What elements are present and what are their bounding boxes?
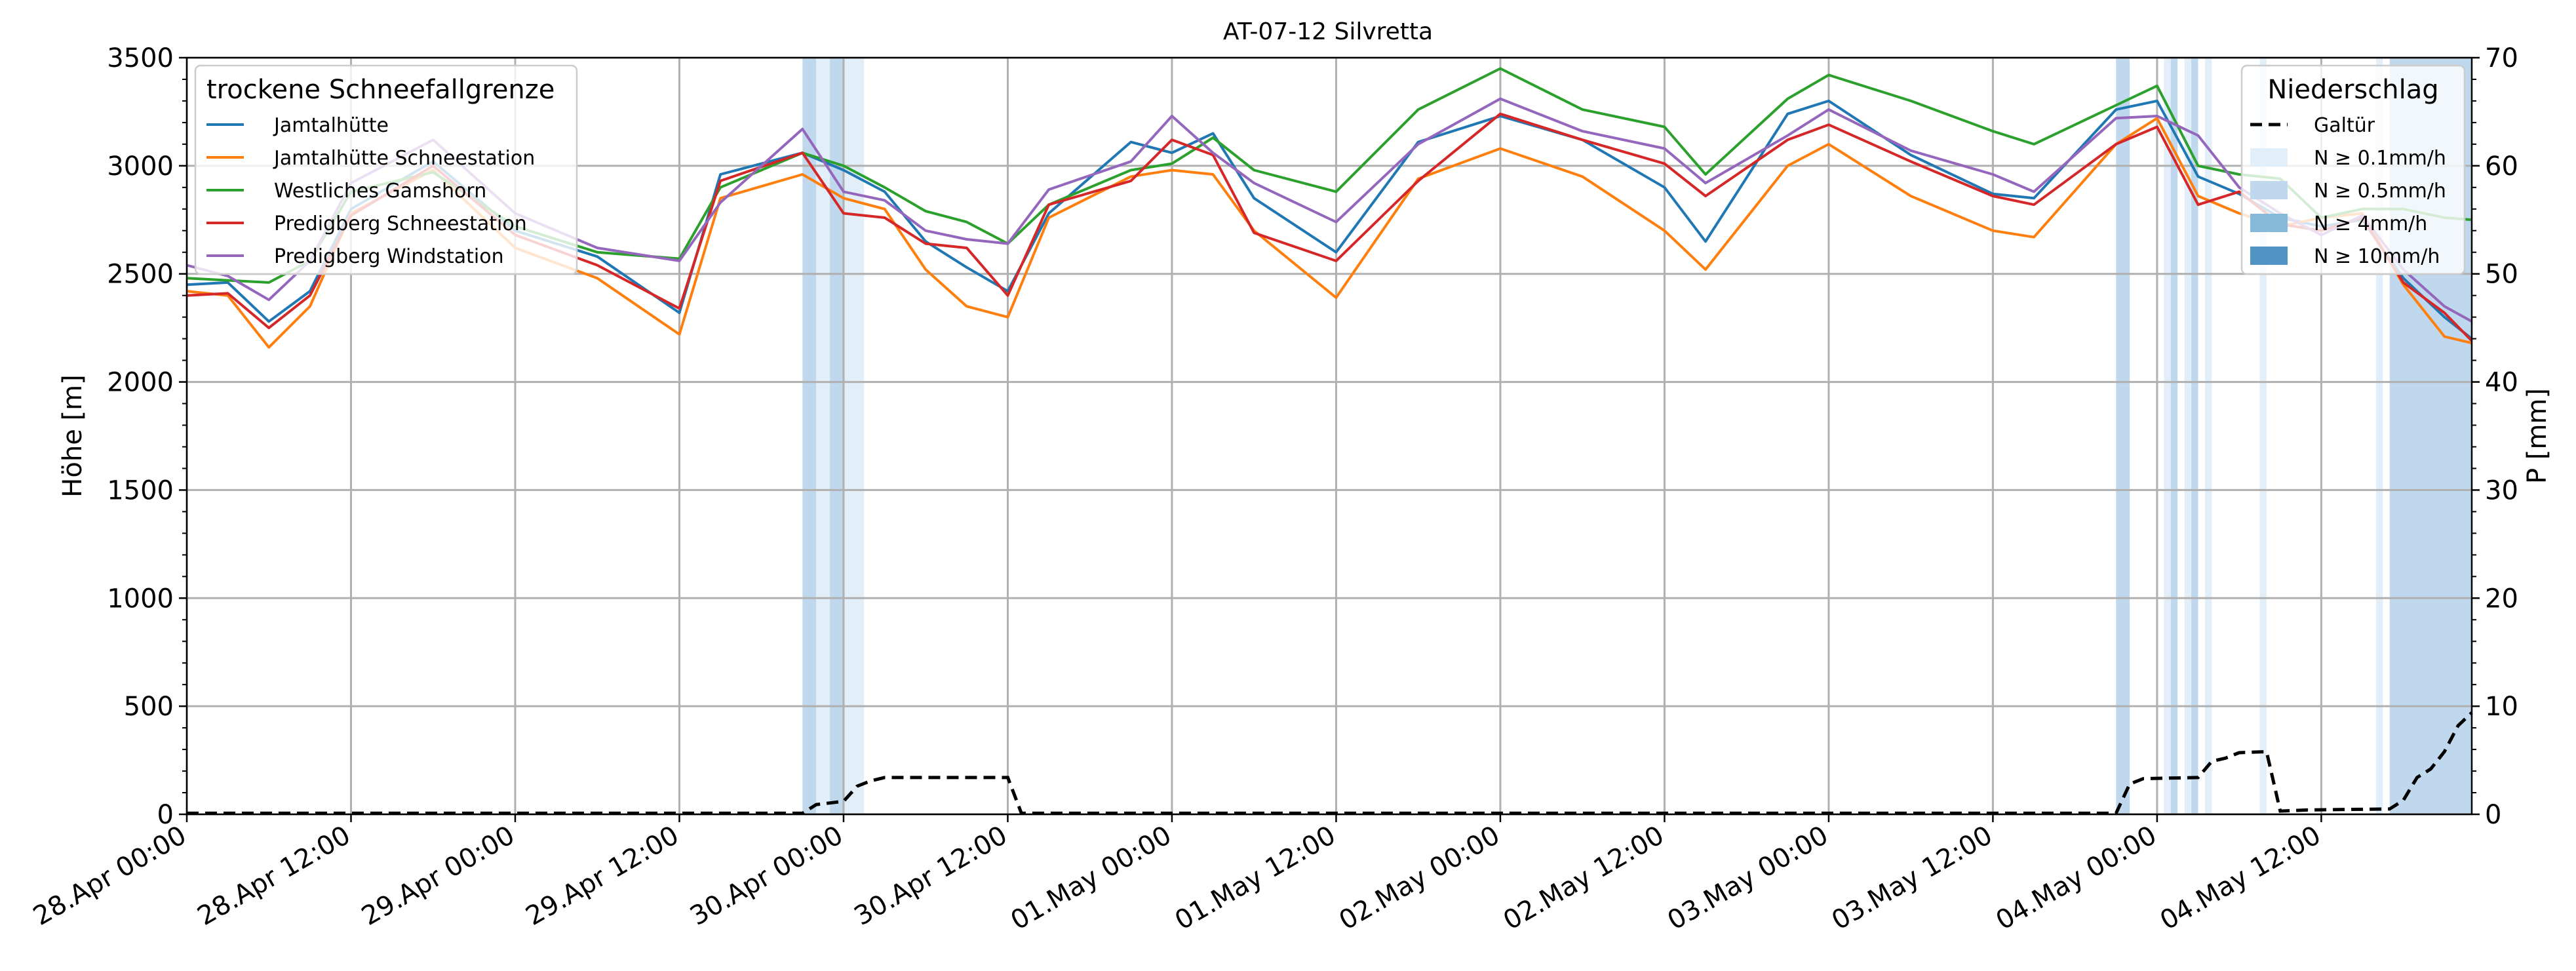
precip-band-0: [802, 58, 817, 814]
legend-band-swatch-3: [2250, 247, 2288, 265]
legend-precipitation: Niederschlag Galtür N ≥ 0.1mm/h N ≥ 0.5mm…: [2240, 64, 2466, 275]
legend-snowfall-title: trockene Schneefallgrenze: [206, 75, 555, 105]
y2-tick-label-7: 70: [2485, 43, 2518, 73]
precip-band-3: [843, 58, 865, 814]
series-line-2: [186, 67, 2472, 284]
legend-band-swatch-2: [2250, 214, 2288, 232]
y-tick-label-5: 2500: [107, 260, 174, 290]
legend-band-label-1: N ≥ 0.5mm/h: [2314, 180, 2446, 203]
precip-band-11: [2375, 58, 2383, 814]
y-tick-label-2: 1000: [107, 584, 174, 614]
y2-tick-label-3: 30: [2485, 475, 2518, 505]
precip-band-6: [2170, 58, 2178, 814]
precipitation-line: [187, 711, 2473, 815]
legend-precipitation-line-label: Galtür: [2314, 114, 2375, 137]
y-axis-ticks: 0 500 1000 1500 2000 2500 3000 3500: [107, 43, 187, 830]
precip-band-10: [2259, 58, 2267, 814]
y2-tick-label-5: 50: [2485, 260, 2518, 290]
legend-label-2: Westliches Gamshorn: [274, 180, 486, 203]
y2-tick-label-0: 0: [2485, 800, 2501, 830]
legend-label-1: Jamtalhütte Schneestation: [273, 147, 535, 170]
precip-band-4: [2116, 58, 2130, 814]
precipitation-bands: [802, 58, 2472, 814]
legend-band-swatch-0: [2250, 148, 2288, 167]
y-tick-label-1: 500: [124, 692, 174, 722]
legend-precipitation-title: Niederschlag: [2267, 75, 2438, 105]
precip-band-7: [2184, 58, 2192, 814]
legend-precipitation-box: [2240, 64, 2466, 275]
y-tick-label-0: 0: [157, 800, 174, 830]
legend-snowfall: trockene Schneefallgrenze Jamtalhütte Jam…: [194, 64, 578, 275]
y-tick-label-3: 1500: [107, 475, 174, 505]
y2-axis-ticks: 0 10 20 30 40 50 60 70: [2472, 43, 2518, 830]
chart-title: AT-07-12 Silvretta: [1223, 18, 1433, 45]
legend-snowfall-box: [194, 64, 578, 275]
legend-label-0: Jamtalhütte: [273, 114, 389, 137]
precip-band-9: [2204, 58, 2212, 814]
precip-band-2: [830, 58, 844, 814]
y2-tick-label-2: 20: [2485, 584, 2518, 614]
precip-line-galtur: [187, 711, 2473, 815]
y-axis-label: Höhe [m]: [58, 374, 88, 497]
y-tick-label-6: 3000: [107, 151, 174, 182]
precip-band-1: [816, 58, 830, 814]
y2-tick-label-1: 10: [2485, 692, 2518, 722]
legend-band-label-3: N ≥ 10mm/h: [2314, 245, 2440, 268]
y2-tick-label-4: 40: [2485, 368, 2518, 398]
series-line-3: [186, 112, 2473, 342]
legend-band-label-0: N ≥ 0.1mm/h: [2314, 147, 2446, 170]
series-lines: [186, 67, 2473, 349]
y2-tick-label-6: 60: [2485, 151, 2518, 182]
y2-axis-label: P [mm]: [2522, 388, 2552, 484]
legend-label-4: Predigberg Windstation: [274, 245, 504, 268]
series-line-4: [186, 97, 2472, 323]
legend-label-3: Predigberg Schneestation: [274, 212, 527, 235]
legend-band-swatch-1: [2250, 181, 2288, 199]
y-tick-label-4: 2000: [107, 368, 174, 398]
precip-band-8: [2191, 58, 2198, 814]
legend-band-label-2: N ≥ 4mm/h: [2314, 212, 2427, 235]
series-line-1: [186, 117, 2472, 349]
y-tick-label-7: 3500: [107, 43, 174, 73]
series-line-0: [186, 99, 2473, 340]
precip-band-5: [2164, 58, 2171, 814]
plot-frame: [185, 56, 2473, 816]
